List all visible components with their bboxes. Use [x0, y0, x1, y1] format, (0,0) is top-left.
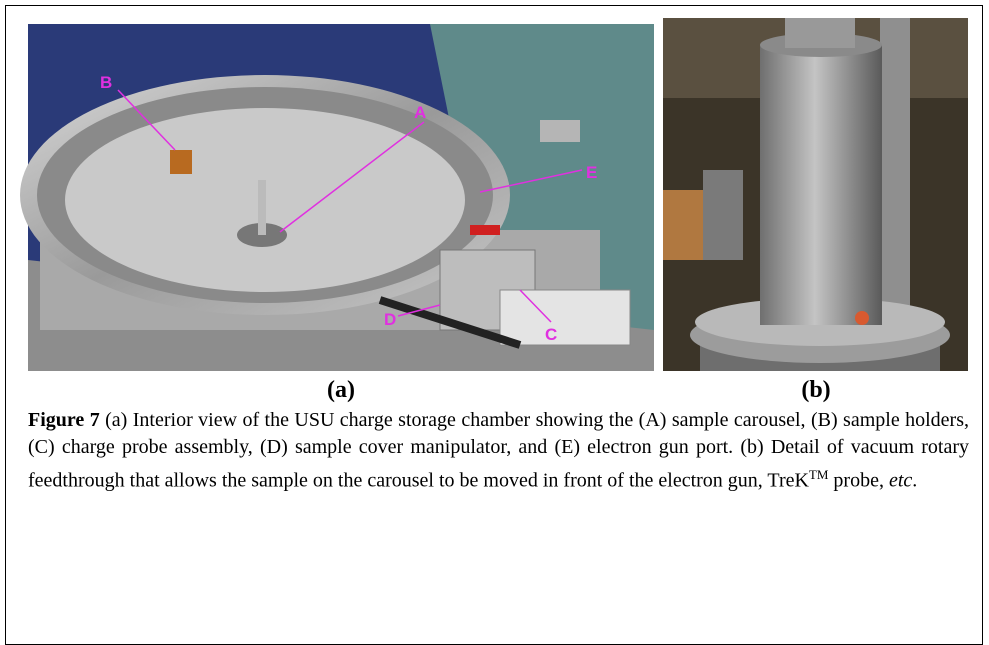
annotation-line [519, 289, 552, 323]
annotation-line [479, 169, 583, 193]
figure-number: Figure 7 [28, 409, 100, 431]
annotation-line [117, 89, 176, 151]
page: A B C D E (a) (b) Figure 7 (a) Interior … [5, 5, 983, 645]
panel-label: (b) [801, 377, 831, 403]
panel-label: (a) [327, 377, 355, 403]
figure-photos: A B C D E [20, 18, 968, 371]
caption-text: (a) Interior view of the USU charge stor… [28, 409, 969, 492]
trademark: TM [808, 467, 829, 482]
annotation-line [397, 304, 441, 317]
annotation-line [279, 121, 425, 233]
caption: Figure 7 (a) Interior view of the USU ch… [28, 407, 969, 495]
annotation-label: E [586, 163, 597, 182]
annotation-label: C [545, 325, 557, 344]
photo-a [20, 24, 654, 371]
caption-text: . [912, 469, 918, 492]
annotations: A B C D E [100, 73, 597, 344]
caption-text: probe, [828, 469, 889, 492]
annotation-label: A [414, 103, 426, 122]
annotation-label: D [384, 310, 396, 329]
annotation-label: B [100, 73, 112, 92]
photo-b [663, 18, 968, 371]
caption-italic: etc [888, 469, 913, 492]
